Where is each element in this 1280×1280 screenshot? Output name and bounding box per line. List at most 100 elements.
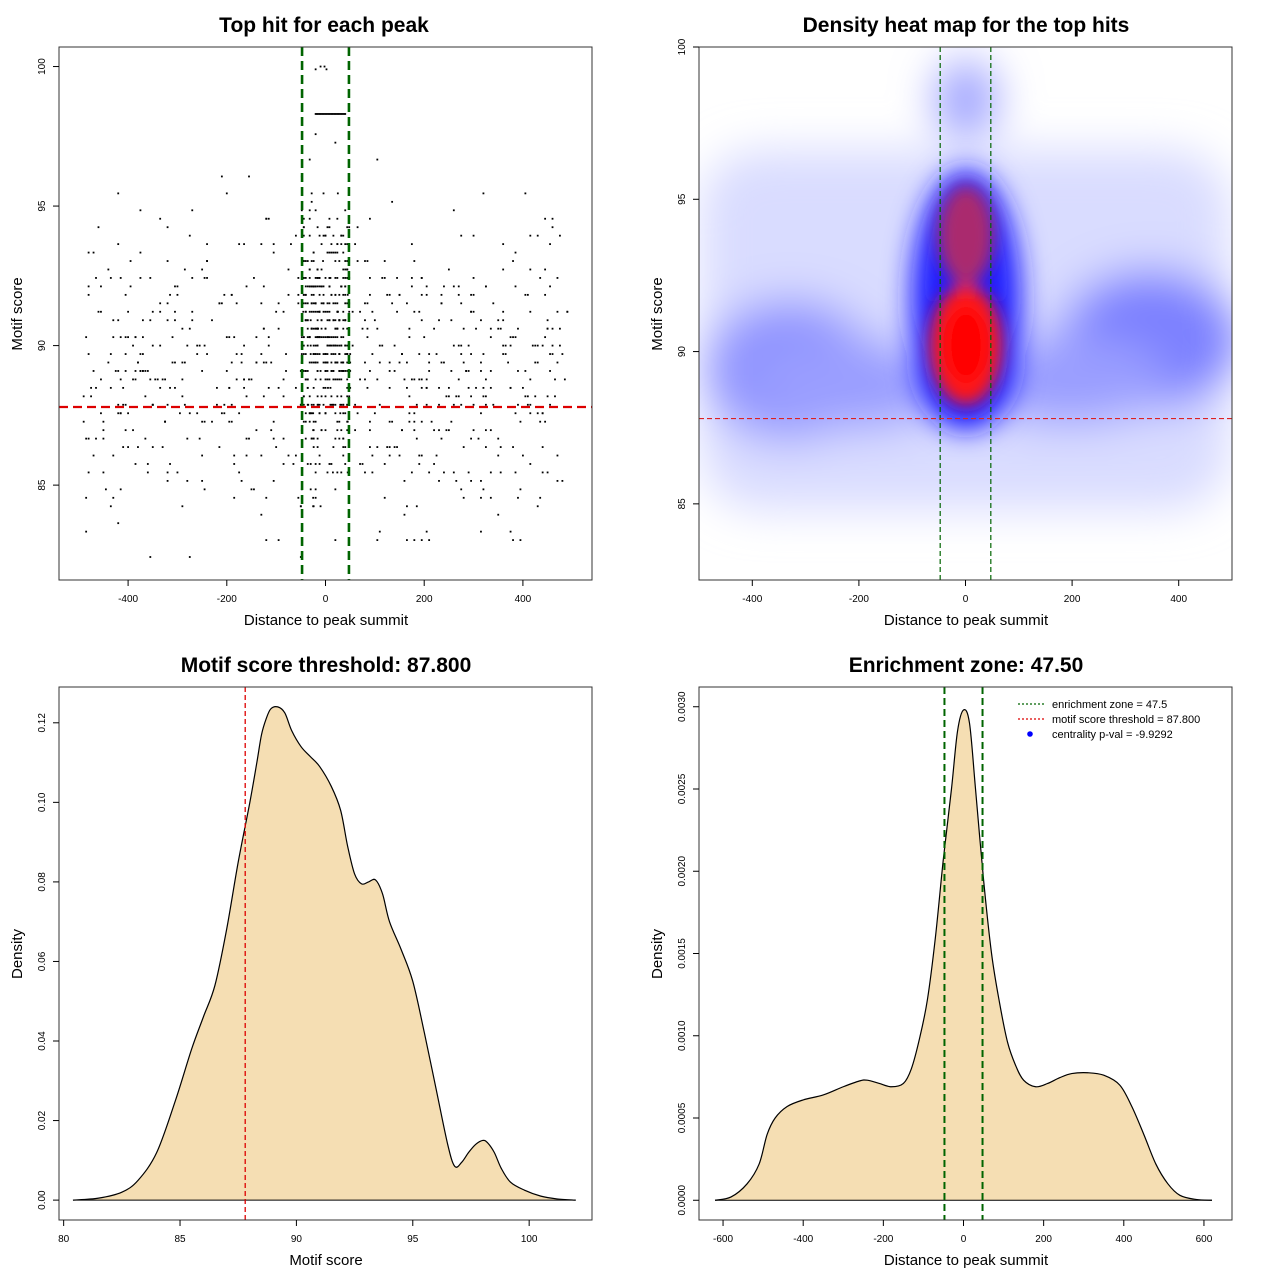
scatter-point [388, 454, 391, 457]
x-tick-label: 400 [1170, 594, 1187, 605]
scatter-point [326, 370, 329, 372]
scatter-point [467, 471, 470, 474]
y-tick-label: 0.00 [37, 1190, 48, 1210]
scatter-point [326, 378, 329, 381]
scatter-point [181, 361, 184, 364]
scatter-point [316, 437, 319, 440]
scatter-point [316, 319, 319, 322]
scatter-point [262, 361, 265, 364]
scatter-point [149, 556, 152, 558]
scatter-point [326, 319, 329, 322]
scatter-point [156, 378, 159, 381]
scatter-point [344, 260, 347, 262]
scatter-point [425, 530, 428, 533]
scatter-point [270, 361, 273, 364]
scatter-point [216, 386, 218, 389]
scatter-point [302, 293, 305, 296]
scatter-point [334, 327, 337, 330]
heatmap-reference-lines [699, 47, 1232, 580]
scatter-point [309, 412, 312, 415]
scatter-point [119, 336, 122, 339]
scatter-point [346, 386, 349, 389]
scatter-point [330, 370, 333, 372]
scatter-point [418, 353, 421, 355]
scatter-point [196, 344, 199, 347]
scatter-point [161, 446, 164, 448]
scatter-title: Top hit for each peak [219, 14, 429, 37]
scatter-point [549, 403, 551, 406]
scatter-point [522, 386, 524, 389]
scatter-point [342, 319, 345, 322]
scatter-point [314, 277, 317, 279]
scatter-point [534, 395, 537, 398]
scatter-point [544, 268, 547, 271]
scatter-point [415, 505, 418, 508]
scatter-point [480, 412, 482, 415]
scatter-point [95, 386, 97, 389]
scatter-point [220, 302, 223, 305]
scatter-point [497, 437, 500, 440]
scatter-point [342, 268, 345, 271]
scatter-point [524, 192, 527, 195]
scatter-point [413, 429, 416, 432]
scatter-point [366, 302, 369, 305]
y-tick-label: 0.0020 [677, 856, 688, 887]
scatter-point [371, 471, 374, 474]
scatter-point [277, 327, 280, 330]
scatter-point [480, 361, 482, 364]
scatter-point [338, 437, 341, 440]
scatter-point [428, 353, 431, 355]
scatter-point [188, 556, 191, 558]
scatter-point [312, 285, 315, 288]
scatter-point [300, 336, 303, 339]
scatter-point [383, 463, 386, 465]
scatter-point [371, 454, 374, 457]
scatter-point [551, 226, 554, 229]
scatter-point [440, 302, 443, 305]
scatter-point [354, 243, 357, 246]
scatter-point [536, 412, 539, 415]
scatter-point [334, 353, 337, 355]
scatter-point [225, 192, 228, 195]
scatter-point [191, 209, 194, 212]
scatter-point [294, 454, 297, 457]
scatter-point [134, 463, 137, 465]
scatter-point [340, 344, 343, 347]
scatter-point [344, 277, 347, 279]
scatter-point [309, 353, 312, 355]
scatter-point [245, 395, 248, 398]
scatter-point [218, 302, 221, 305]
scatter-point [320, 285, 323, 288]
scatter-point [314, 113, 317, 115]
scatter-point [144, 437, 147, 440]
scatter-point [346, 302, 349, 305]
scatter-point [346, 226, 349, 229]
scatter-point [440, 361, 443, 364]
scatter-point [340, 403, 343, 406]
scatter-point [312, 505, 315, 508]
scatter-point [484, 285, 487, 288]
heatmap-peak-density [930, 185, 1002, 405]
y-tick-label: 0.0005 [677, 1102, 688, 1133]
scatter-point [322, 113, 324, 115]
scatter-point [445, 395, 448, 398]
scatter-point [465, 370, 468, 372]
scatter-point [203, 420, 206, 423]
scatter-point [364, 302, 366, 305]
scatter-point [164, 378, 167, 381]
scatter-point [541, 471, 544, 474]
distance-density-y-label: Density [649, 928, 666, 979]
scatter-point [526, 403, 529, 406]
scatter-point [344, 319, 347, 322]
scatter-point [117, 243, 120, 246]
scatter-point [512, 336, 514, 339]
scatter-point [340, 471, 343, 474]
scatter-point [319, 113, 321, 115]
scatter-point [447, 386, 450, 389]
scatter-point [314, 209, 317, 212]
scatter-point [462, 327, 465, 330]
scatter-point [188, 327, 191, 330]
scatter-point [243, 344, 245, 347]
scatter-point [282, 310, 285, 313]
scatter-point [114, 370, 117, 372]
